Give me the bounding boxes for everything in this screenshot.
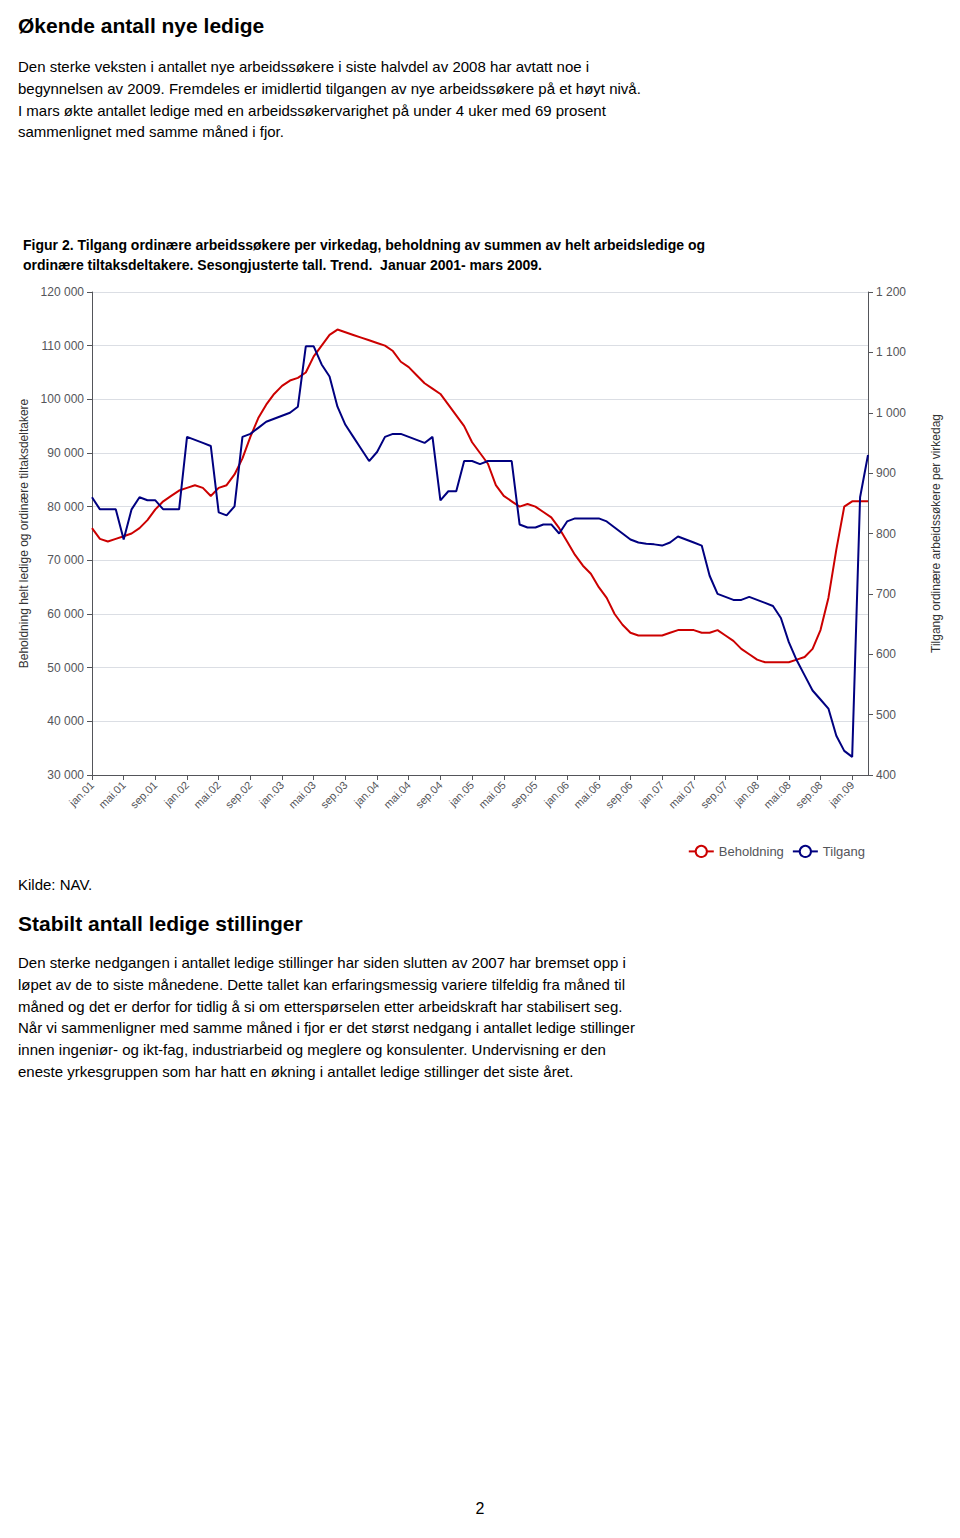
svg-text:700: 700	[876, 587, 896, 601]
svg-text:sep.04: sep.04	[413, 779, 445, 811]
svg-text:jan.05: jan.05	[446, 779, 476, 809]
svg-text:jan.03: jan.03	[256, 779, 286, 809]
svg-text:sep.03: sep.03	[318, 779, 350, 811]
svg-text:jan.06: jan.06	[541, 779, 571, 809]
svg-text:40 000: 40 000	[47, 714, 84, 728]
svg-text:mai.07: mai.07	[666, 779, 698, 811]
svg-text:mai.03: mai.03	[286, 779, 318, 811]
svg-text:70 000: 70 000	[47, 553, 84, 567]
svg-text:sep.07: sep.07	[698, 779, 730, 811]
svg-text:ordinære tiltaksdeltakere. Ses: ordinære tiltaksdeltakere. Sesongjustert…	[23, 257, 542, 273]
svg-text:mai.01: mai.01	[96, 779, 128, 811]
svg-text:mai.06: mai.06	[571, 779, 603, 811]
svg-text:mai.08: mai.08	[761, 779, 793, 811]
svg-text:jan.04: jan.04	[351, 779, 381, 809]
svg-text:jan.01: jan.01	[66, 779, 96, 809]
svg-text:800: 800	[876, 527, 896, 541]
svg-text:120 000: 120 000	[41, 285, 85, 299]
svg-text:90 000: 90 000	[47, 446, 84, 460]
svg-text:600: 600	[876, 647, 896, 661]
svg-text:sep.01: sep.01	[128, 779, 160, 811]
html-text:Den sterke veksten i antallet: Den sterke veksten i antallet nye arbeid…	[18, 58, 641, 141]
svg-text:sep.02: sep.02	[223, 779, 255, 811]
svg-text:60 000: 60 000	[47, 607, 84, 621]
svg-text:mai.05: mai.05	[476, 779, 508, 811]
html-text:Kilde: NAV.: Kilde: NAV.	[18, 876, 93, 893]
svg-text:1 000: 1 000	[876, 406, 906, 420]
svg-text:mai.02: mai.02	[191, 779, 223, 811]
svg-text:jan.08: jan.08	[731, 779, 761, 809]
svg-text:Figur 2. Tilgang ordinære arbe: Figur 2. Tilgang ordinære arbeidssøkere …	[23, 237, 705, 253]
html-text:2: 2	[475, 1500, 485, 1517]
html-text:Økende antall nye ledige: Økende antall nye ledige	[18, 14, 265, 37]
svg-text:80 000: 80 000	[47, 500, 84, 514]
svg-text:Tilgang ordinære arbeidssøkere: Tilgang ordinære arbeidssøkere per virke…	[929, 414, 943, 653]
svg-text:jan.07: jan.07	[636, 779, 666, 809]
html-text:Den sterke nedgangen i antalle: Den sterke nedgangen i antallet ledige s…	[18, 954, 635, 1080]
svg-text:sep.05: sep.05	[508, 779, 540, 811]
svg-text:900: 900	[876, 466, 896, 480]
svg-text:50 000: 50 000	[47, 661, 84, 675]
svg-text:1 200: 1 200	[876, 285, 906, 299]
svg-text:500: 500	[876, 708, 896, 722]
svg-text:mai.04: mai.04	[381, 779, 413, 811]
html-text:Stabilt antall ledige stilling: Stabilt antall ledige stillinger	[18, 912, 303, 935]
svg-text:jan.09: jan.09	[826, 779, 856, 809]
svg-text:Tilgang: Tilgang	[823, 844, 865, 859]
svg-text:30 000: 30 000	[47, 768, 84, 782]
svg-text:100 000: 100 000	[41, 392, 85, 406]
svg-text:jan.02: jan.02	[161, 779, 191, 809]
svg-text:sep.08: sep.08	[793, 779, 825, 811]
svg-text:sep.06: sep.06	[603, 779, 635, 811]
svg-text:110 000: 110 000	[42, 339, 85, 353]
svg-text:Beholdning helt ledige og ordi: Beholdning helt ledige og ordinære tilta…	[17, 398, 31, 668]
svg-text:1 100: 1 100	[876, 345, 906, 359]
svg-text:400: 400	[876, 768, 896, 782]
svg-text:Beholdning: Beholdning	[719, 844, 784, 859]
